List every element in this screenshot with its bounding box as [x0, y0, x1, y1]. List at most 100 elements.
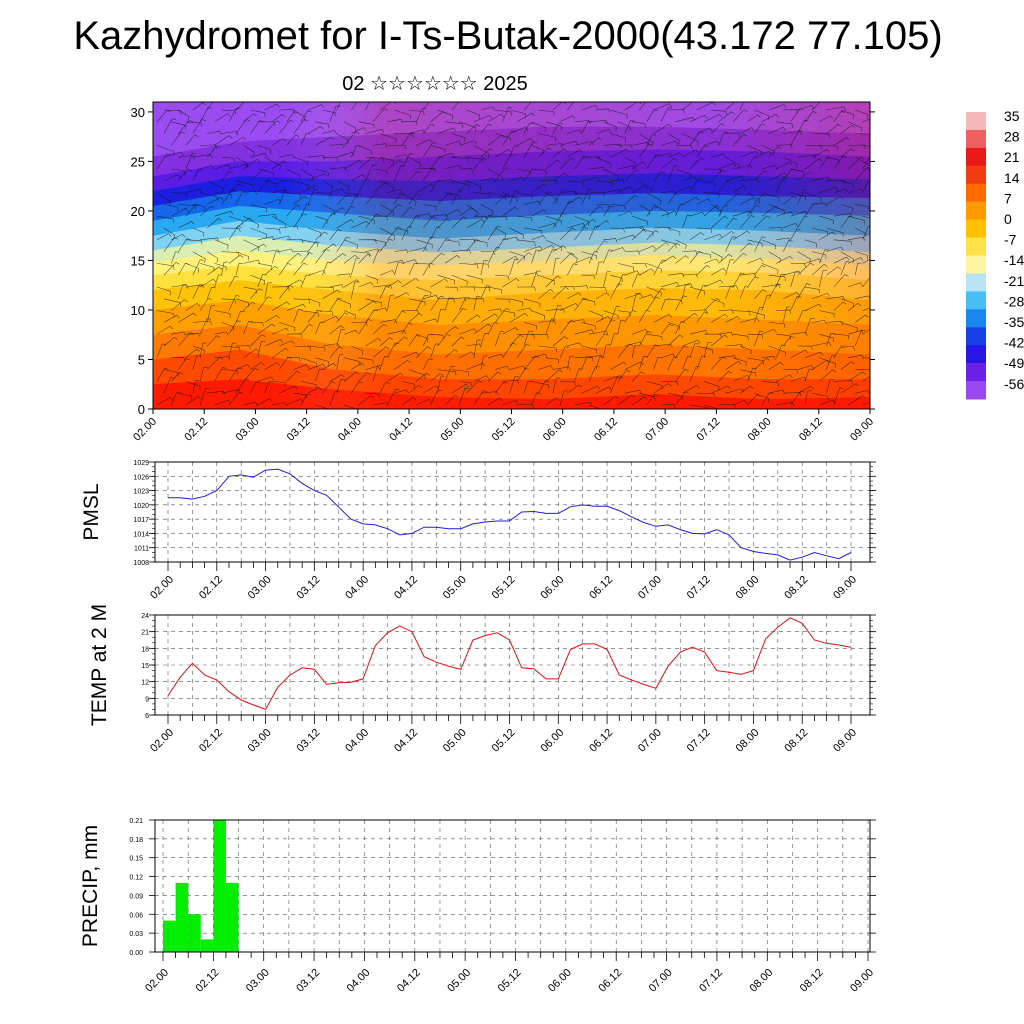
wind-barb	[257, 296, 272, 311]
wind-barb	[192, 169, 203, 181]
wind-barb	[300, 310, 319, 317]
wind-barb	[826, 355, 836, 370]
wind-barb	[531, 392, 541, 406]
y-tick-label: 1026	[133, 474, 149, 481]
wind-barb	[811, 227, 828, 236]
wind-barb	[185, 121, 203, 128]
wind-barb	[387, 342, 400, 358]
x-tick-label: 06.12	[592, 416, 620, 444]
wind-barb	[768, 104, 787, 111]
wind-barb	[855, 295, 870, 300]
wind-barb	[387, 226, 402, 240]
wind-barb	[401, 310, 419, 315]
x-tick-label: 05.12	[496, 967, 524, 995]
wind-barb	[379, 286, 390, 299]
wind-barb	[797, 189, 808, 205]
wind-barb	[444, 255, 461, 264]
wind-barb	[624, 389, 642, 394]
wind-barb	[466, 343, 482, 348]
wind-barb	[243, 348, 260, 359]
wind-barb	[451, 156, 470, 163]
wind-barb	[163, 227, 176, 240]
wind-barb	[574, 297, 588, 311]
wind-barb	[394, 133, 414, 138]
wind-barb	[466, 314, 481, 323]
wind-barb	[401, 226, 413, 240]
wind-barb	[538, 222, 557, 229]
x-tick-label: 08.12	[782, 574, 810, 602]
wind-barb	[243, 367, 259, 382]
wind-barb	[437, 218, 450, 229]
wind-barb	[545, 159, 561, 170]
wind-barb	[560, 191, 577, 196]
wind-barb	[545, 143, 564, 148]
wind-barb	[315, 310, 334, 316]
wind-barb	[315, 168, 329, 177]
wind-barb	[185, 302, 201, 311]
wind-barb	[250, 322, 264, 327]
wind-barb	[322, 243, 337, 252]
wind-barb	[401, 120, 418, 126]
wind-barb	[156, 325, 174, 335]
wind-barb	[862, 357, 870, 359]
wind-barb	[869, 368, 870, 370]
wind-barb	[704, 279, 724, 288]
wind-barb	[344, 329, 359, 335]
wind-barb	[617, 310, 631, 317]
wind-barb	[811, 342, 832, 347]
wind-barb	[358, 178, 370, 193]
wind-barb	[776, 161, 793, 170]
wind-barb	[365, 309, 379, 323]
wind-barb	[379, 180, 394, 192]
wind-barb	[387, 280, 402, 288]
wind-barb	[365, 337, 382, 347]
wind-barb	[163, 369, 179, 377]
wind-barb	[531, 209, 547, 217]
wind-barb	[675, 283, 693, 288]
wind-barb	[797, 262, 815, 276]
wind-barb	[869, 274, 870, 276]
wind-barb	[516, 112, 535, 123]
wind-barb	[322, 180, 334, 191]
wind-barb	[833, 137, 850, 146]
wind-barb	[560, 157, 575, 170]
colorbar-swatch	[966, 201, 986, 221]
wind-barb	[286, 303, 306, 311]
y-tick-label: 6	[145, 713, 149, 720]
wind-barb	[595, 180, 614, 187]
wind-barb	[703, 342, 712, 358]
colorbar-swatch	[966, 291, 986, 310]
wind-barb	[718, 230, 735, 241]
wind-barb	[588, 366, 600, 382]
wind-barb	[682, 250, 698, 255]
wind-barb	[437, 376, 445, 394]
wind-barb	[689, 366, 701, 382]
wind-barb	[351, 220, 370, 229]
wind-barb	[307, 386, 322, 394]
wind-barb	[171, 131, 185, 146]
wind-barb	[214, 263, 227, 271]
wind-barb	[300, 381, 317, 389]
wind-barb	[466, 219, 485, 229]
wind-barb	[588, 354, 603, 359]
wind-barb	[783, 291, 800, 300]
wind-barb	[667, 242, 681, 252]
wind-barb	[307, 363, 326, 370]
colorbar-swatch	[966, 219, 986, 239]
wind-barb	[494, 167, 510, 181]
wind-barb	[401, 322, 413, 335]
wind-barb	[430, 227, 441, 240]
wind-barb	[322, 343, 340, 348]
wind-barb	[422, 358, 433, 370]
wind-barb	[718, 403, 736, 408]
wind-barb	[487, 322, 499, 335]
x-tick-label: 02.12	[197, 727, 225, 755]
wind-barb	[567, 180, 584, 187]
wind-barb	[488, 168, 504, 182]
wind-barb	[603, 396, 619, 406]
wind-barb	[171, 392, 181, 406]
wind-barb	[595, 261, 604, 276]
wind-barb	[365, 298, 383, 307]
wind-barb	[300, 274, 311, 288]
wind-barb	[689, 309, 708, 314]
